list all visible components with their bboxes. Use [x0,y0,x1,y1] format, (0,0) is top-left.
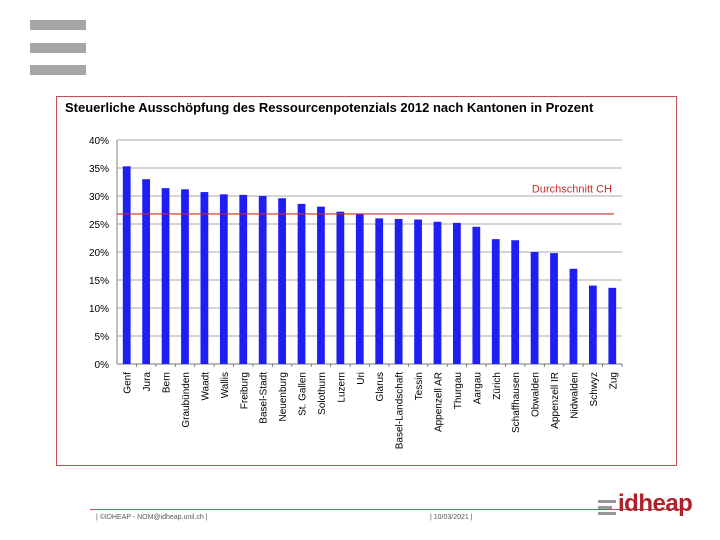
y-tick-label: 0% [95,360,110,371]
footer-date: | 10/03/2021 | [430,514,473,521]
bar [530,252,539,364]
x-tick-label: Wallis [220,372,231,398]
x-tick-label: Luzern [336,372,347,403]
x-tick-label: Appenzell IR [550,372,561,429]
bar [219,194,228,364]
y-tick-label: 30% [89,192,109,203]
bar [472,226,481,364]
x-tick-label: Zürich [492,372,503,400]
footer-copyright: | ©IDHEAP - NOM@idheap.unil.ch | [96,514,208,521]
x-tick-label: Aargau [472,372,483,404]
bar [511,240,520,364]
y-tick-label: 40% [89,136,109,147]
x-tick-label: Glarus [375,372,386,401]
bar [142,179,151,364]
bar [278,198,286,364]
bar [608,287,617,364]
x-tick-label: Waadt [200,372,211,401]
x-tick-label: St. Gallen [298,372,309,416]
y-tick-label: 35% [89,164,109,175]
average-line-label: Durchschnitt CH [532,184,612,196]
idheap-logo: idheap [598,490,693,522]
bar-chart: 0% 5% 10% 15% 20% 25% 30% 35% 40% Genf Jura Bern Gra… [89,136,623,449]
x-tick-label: Nidwalden [569,372,580,419]
y-tick-label: 15% [89,276,109,287]
bar [453,222,461,364]
bar [297,203,306,364]
x-tick-label: Jura [142,372,153,392]
bar [336,211,345,364]
menu-icon [30,20,86,76]
bar [355,213,364,364]
bar [239,194,248,364]
bar [491,239,500,364]
x-tick-label: Tessin [414,372,425,400]
y-tick-label: 25% [89,220,109,231]
x-tick-label: Zug [608,372,619,389]
bar [433,221,442,364]
bar [161,188,170,364]
x-tick-label: Neuenburg [278,372,289,421]
x-tick-label: Basel-Stadt [259,372,270,424]
bar [122,166,131,364]
bar [414,219,422,364]
x-tick-label: Graubünden [181,372,192,428]
bar [588,285,597,364]
y-tick-label: 20% [89,248,109,259]
x-tick-label: Solothurn [317,372,328,415]
chart-frame: 0% 5% 10% 15% 20% 25% 30% 35% 40% Genf Jura Bern Gra… [56,96,677,466]
bar [550,253,558,364]
x-tick-label: Schwyz [589,372,600,406]
bar [394,218,403,364]
bar [569,268,578,364]
bar [200,192,209,364]
x-tick-label: Basel-Landschaft [395,372,406,449]
logo-text: idheap [618,490,693,517]
x-tick-label: Schaffhausen [511,372,522,433]
bar [258,196,267,364]
x-tick-label: Uri [356,372,367,385]
bar [181,189,189,364]
x-tick-label: Appenzell AR [433,372,444,432]
footer-divider [90,509,690,510]
bar [317,206,325,364]
footer-date-text: 10/03/2021 [433,514,469,521]
x-tick-label: Obwalden [531,372,542,417]
footer-copyright-text: ©IDHEAP - NOM@idheap.unil.ch [99,514,204,521]
x-tick-label: Thurgau [453,372,464,409]
y-tick-label: 10% [89,304,109,315]
x-tick-label: Genf [123,372,134,394]
chart-title: Steuerliche Ausschöpfung des Ressourcenp… [65,100,594,115]
x-tick-label: Freiburg [239,372,250,409]
y-tick-label: 5% [95,332,110,343]
x-tick-label: Bern [162,372,173,393]
bar [375,218,384,364]
